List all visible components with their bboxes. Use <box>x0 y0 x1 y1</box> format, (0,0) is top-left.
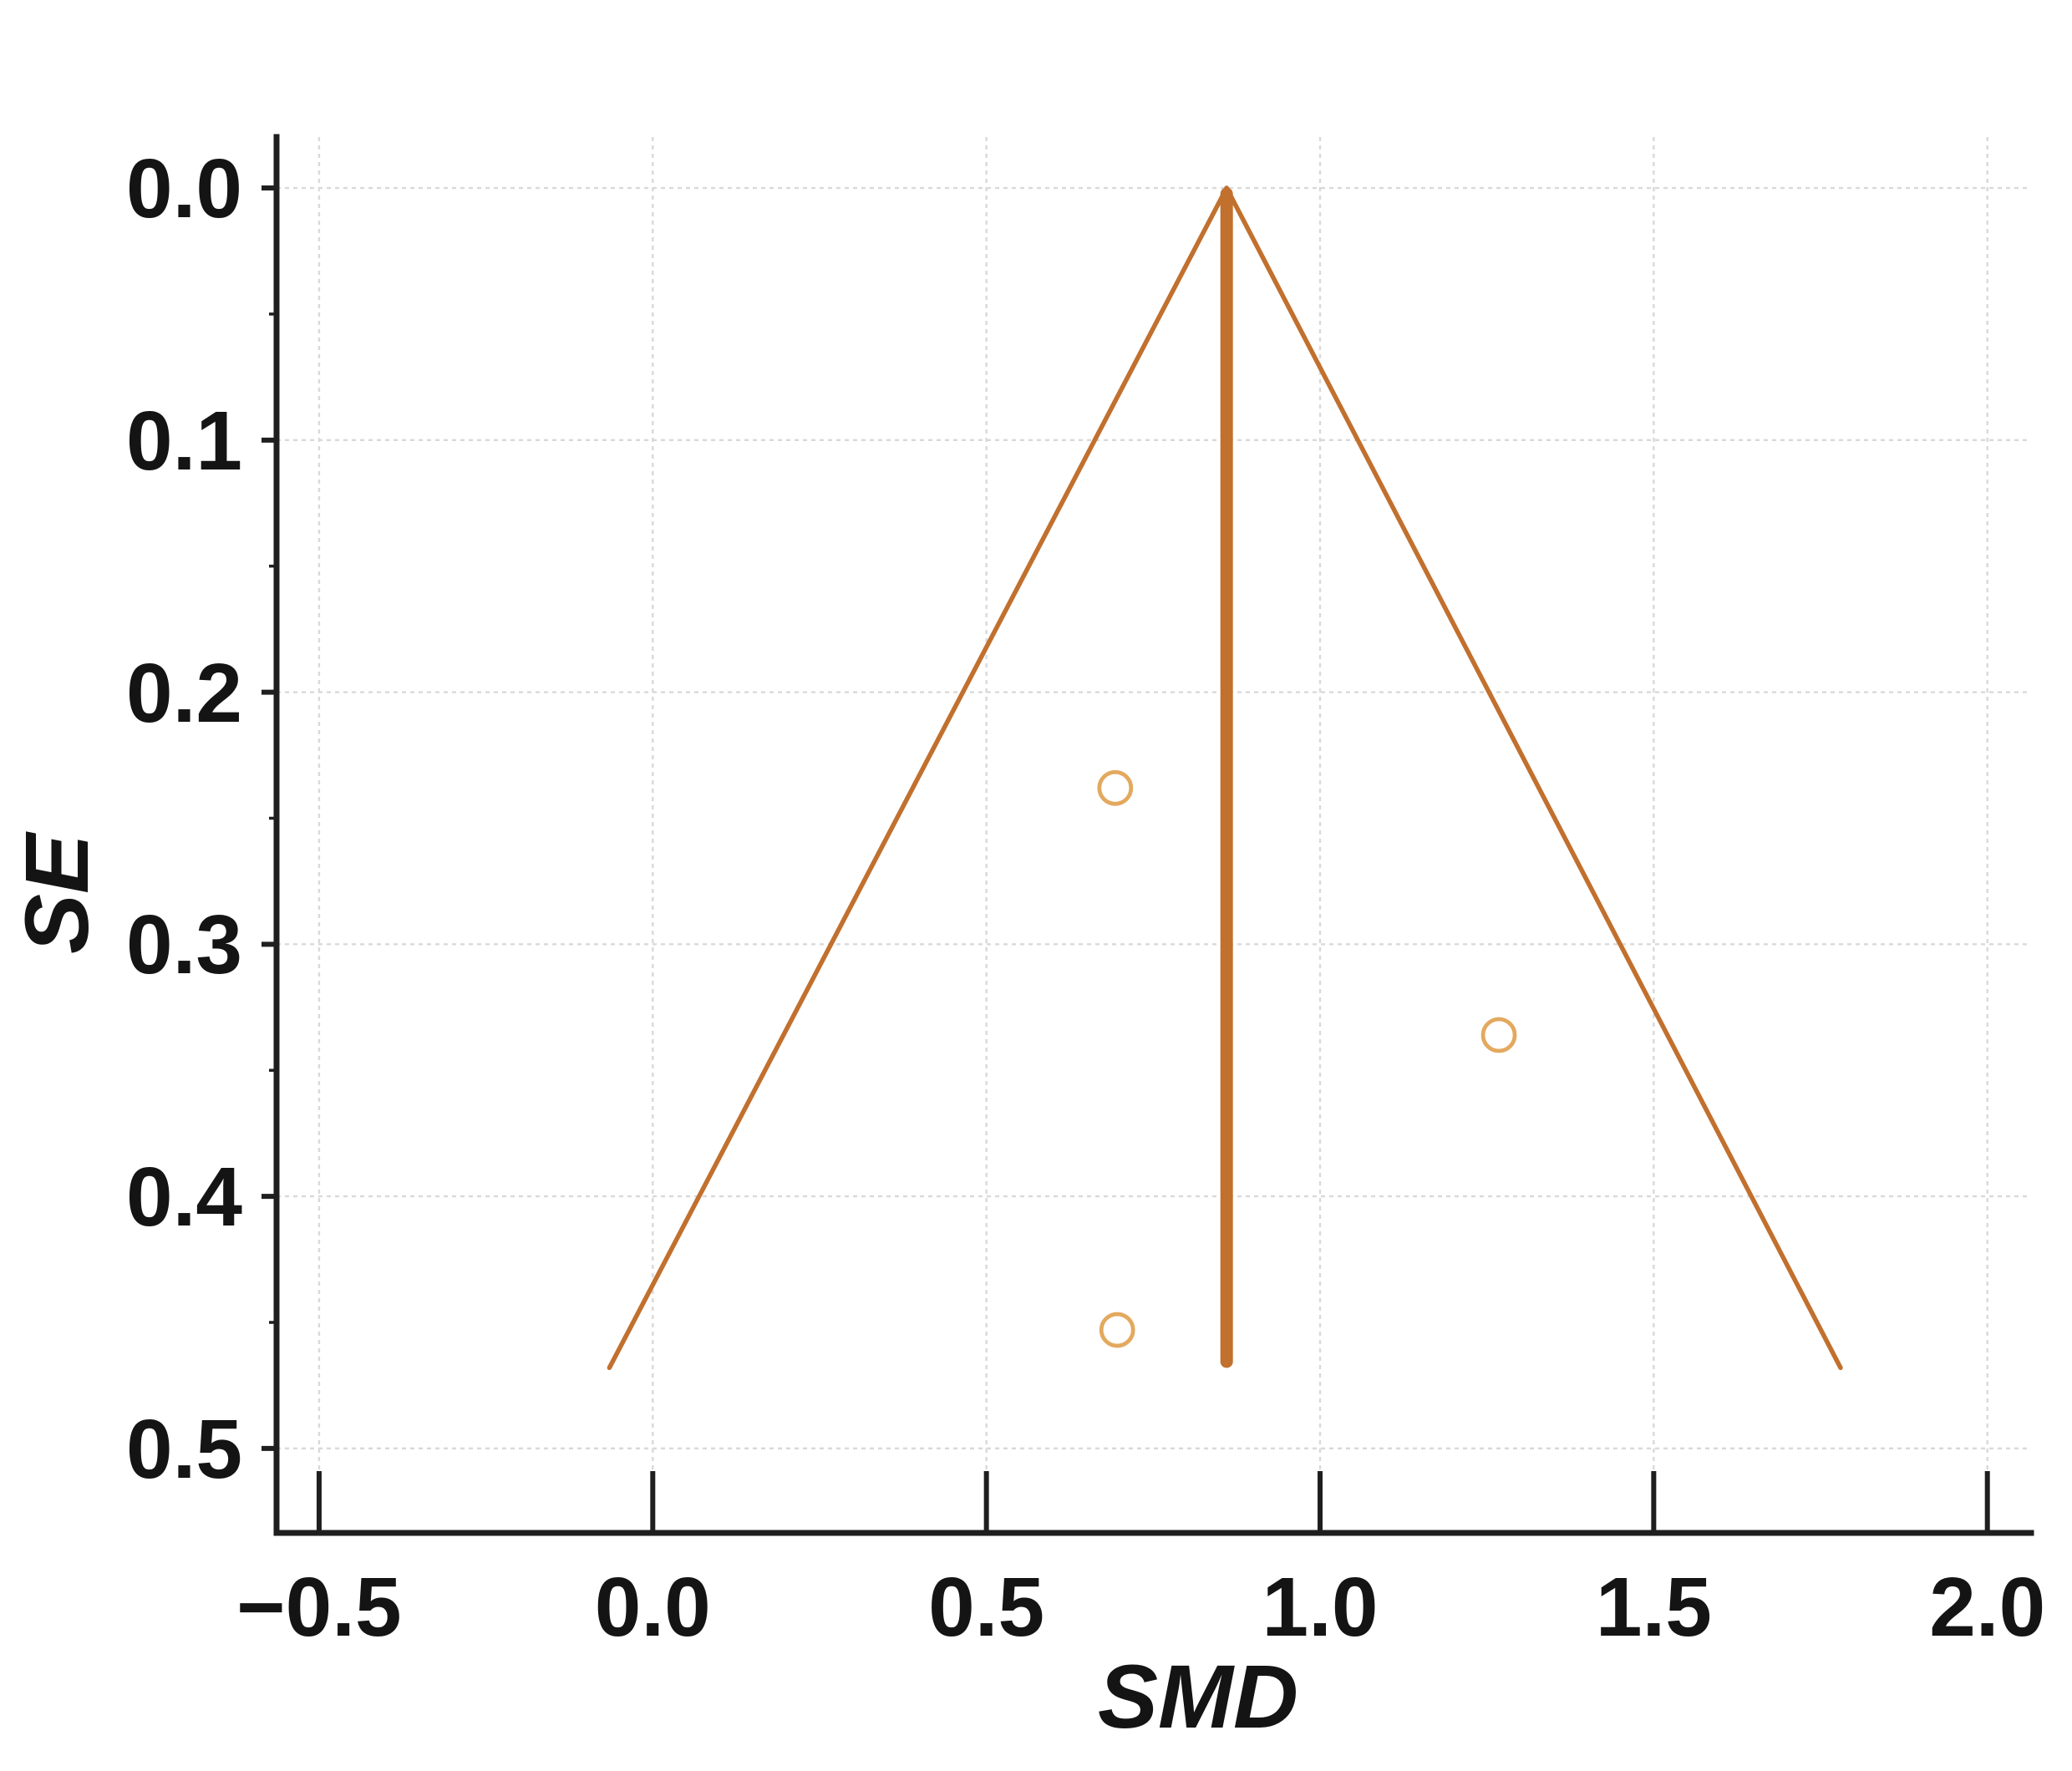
svg-text:SE: SE <box>6 831 107 954</box>
svg-text:0.0: 0.0 <box>595 1560 711 1654</box>
svg-text:0.5: 0.5 <box>928 1560 1044 1654</box>
svg-text:0.1: 0.1 <box>126 394 242 488</box>
svg-text:0.5: 0.5 <box>126 1403 242 1496</box>
svg-text:0.4: 0.4 <box>126 1150 242 1244</box>
svg-text:1.0: 1.0 <box>1262 1560 1378 1654</box>
svg-text:0.3: 0.3 <box>126 898 242 992</box>
svg-text:0.2: 0.2 <box>126 647 242 740</box>
svg-text:−0.5: −0.5 <box>236 1560 401 1654</box>
svg-text:2.0: 2.0 <box>1929 1560 2045 1654</box>
svg-text:1.5: 1.5 <box>1596 1560 1712 1654</box>
svg-text:0.0: 0.0 <box>126 142 242 236</box>
svg-text:SMD: SMD <box>1098 1646 1298 1747</box>
